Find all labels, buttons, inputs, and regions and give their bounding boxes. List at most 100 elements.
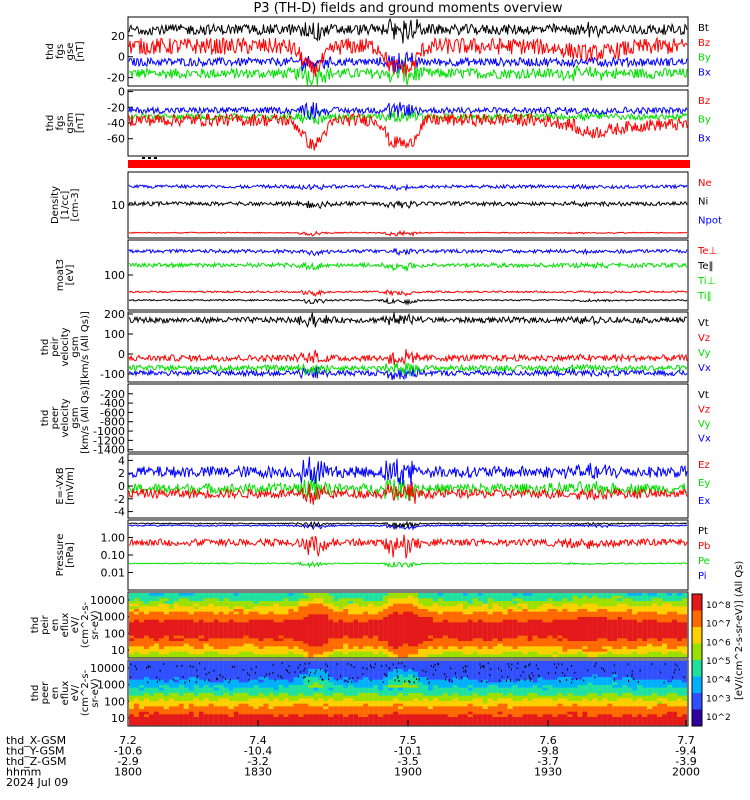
spectrogram-cell: [502, 641, 508, 644]
spectrogram-cell: [343, 679, 349, 683]
spectrogram-cell: [378, 643, 384, 647]
spectrogram-cell: [258, 593, 264, 596]
spectrogram-cell: [522, 598, 528, 602]
spectrogram-cell: [647, 593, 653, 596]
spectrogram-cell: [258, 638, 264, 642]
spectrogram-cell: [442, 611, 448, 615]
spectrogram-cell: [163, 674, 169, 678]
spectrogram-cell: [462, 709, 468, 712]
spectrogram-cell: [278, 593, 284, 596]
spectrogram-cell: [547, 711, 553, 715]
spectrogram-cell: [502, 603, 508, 607]
spectrogram-cell: [422, 630, 429, 634]
spectrogram-cell: [253, 722, 259, 726]
spectrogram-cell: [188, 609, 194, 612]
spectrogram-cell: [233, 625, 239, 628]
spectrogram-cell: [532, 669, 538, 672]
spectrogram-cell: [188, 614, 194, 618]
spectrogram-cell: [477, 709, 483, 712]
spectrogram-cell: [263, 641, 269, 644]
spectrogram-cell: [617, 630, 623, 634]
spectrogram-cell: [308, 719, 314, 723]
spectrogram-cell: [502, 709, 508, 712]
spectrogram-cell: [383, 690, 389, 694]
spectrogram-cell: [502, 651, 508, 655]
spectrogram-cell: [358, 625, 364, 628]
spectrogram-cell: [388, 661, 394, 664]
spectrogram-cell: [268, 641, 274, 644]
spectrogram-cell: [303, 714, 309, 718]
spectrogram-cell: [393, 643, 399, 647]
spectrogram-cell: [283, 709, 289, 712]
spectrogram-cell: [143, 601, 150, 604]
spectrogram-cell: [358, 622, 364, 626]
spectrogram-cell: [328, 685, 334, 688]
spectrogram-cell: [452, 651, 458, 655]
spectrogram-cell: [378, 714, 384, 718]
spectrogram-cell: [263, 666, 269, 670]
spectrogram-cell: [363, 638, 369, 642]
spectrogram-cell: [378, 674, 384, 678]
spectrogram-cell: [378, 671, 384, 675]
spectrogram-cell: [233, 641, 239, 644]
spectrogram-cell: [393, 711, 399, 715]
spectrogram-cell: [398, 619, 404, 623]
spectrogram-cell: [537, 669, 543, 672]
spectrogram-cell: [657, 638, 663, 642]
spectrogram-cell: [288, 722, 294, 726]
y-tick-label: 20: [111, 30, 125, 43]
spectrogram-cell: [672, 633, 678, 636]
spectrogram-cell: [467, 709, 473, 712]
spectrogram-cell: [482, 603, 488, 607]
spectrogram-cell: [462, 611, 468, 615]
spectrogram-cell: [532, 711, 538, 715]
spectrogram-cell: [238, 641, 244, 644]
spectrogram-cell: [467, 666, 473, 670]
spectrogram-cell: [557, 671, 563, 675]
spectrogram-cell: [482, 669, 488, 672]
spectrogram-cell: [457, 677, 463, 680]
spectrogram-cell: [218, 661, 224, 664]
spectrogram-cell: [432, 690, 439, 694]
spectrogram-cell: [133, 654, 140, 658]
spectrogram-cell: [447, 698, 453, 702]
legend-entry: Pi: [698, 571, 707, 582]
spectrogram-cell: [353, 671, 359, 675]
spectrogram-cell: [393, 714, 399, 718]
legend-entry: Ne: [698, 178, 712, 189]
spectrogram-cell: [328, 619, 334, 623]
spectrogram-cell: [308, 693, 314, 696]
spectrogram-cell: [408, 601, 414, 604]
spectrogram-cell: [143, 687, 150, 691]
spectrogram-cell: [288, 601, 294, 604]
spectrogram-cell: [338, 663, 344, 667]
spectrogram-cell: [403, 714, 409, 718]
spectrogram-cell: [557, 625, 563, 628]
spectrogram-cell: [168, 682, 174, 686]
spectrogram-cell: [378, 593, 384, 596]
spectrogram-cell: [457, 685, 463, 688]
spectrogram-cell: [348, 595, 354, 599]
spectrogram-cell: [303, 638, 309, 642]
spectrogram-cell: [607, 635, 613, 639]
spectrogram-cell: [318, 633, 324, 636]
spectrogram-cell: [208, 663, 214, 667]
spectrogram-cell: [278, 693, 284, 696]
spectrogram-cell: [477, 703, 483, 707]
spectrogram-cell: [163, 714, 169, 718]
spectrogram-cell: [388, 619, 394, 623]
spectrogram-cell: [143, 674, 150, 678]
spectrogram-cell: [472, 654, 478, 658]
spectrogram-cell: [492, 677, 498, 680]
spectrogram-cell: [422, 663, 429, 667]
spectrogram-cell: [502, 717, 508, 720]
spectrogram-cell: [507, 663, 513, 667]
spectrogram-cell: [477, 717, 483, 720]
series-line: [128, 534, 688, 559]
spectrogram-cell: [358, 674, 364, 678]
spectrogram-cell: [333, 685, 339, 688]
spectrogram-cell: [163, 685, 169, 688]
spectrogram-cell: [208, 679, 214, 683]
spectrogram-cell: [238, 654, 244, 658]
spectrogram-cell: [537, 646, 543, 650]
